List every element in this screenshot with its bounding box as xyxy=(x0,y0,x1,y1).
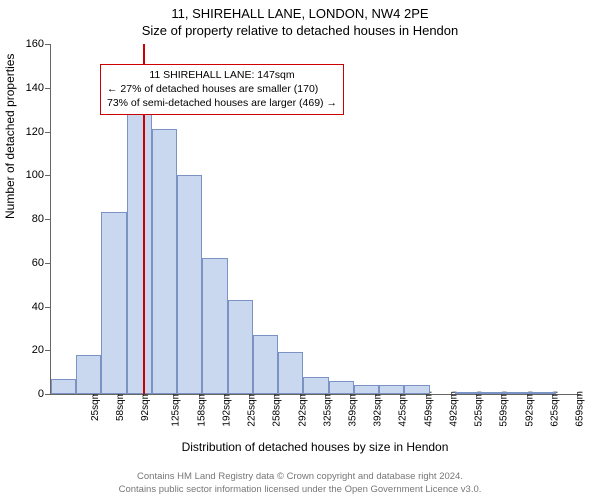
x-tick-label: 292sqm xyxy=(297,391,308,427)
y-tick-label: 40 xyxy=(14,301,44,313)
x-tick-label: 25sqm xyxy=(90,391,101,421)
histogram-bar xyxy=(531,392,556,394)
histogram-bar xyxy=(354,385,379,394)
x-tick-label: 592sqm xyxy=(524,391,535,427)
footer-line2: Contains public sector information licen… xyxy=(0,484,600,496)
histogram-bar xyxy=(404,385,429,394)
histogram-bar xyxy=(455,392,480,394)
y-tick-label: 160 xyxy=(14,38,44,50)
histogram-bar xyxy=(177,175,202,394)
x-tick-label: 625sqm xyxy=(549,391,560,427)
y-tick-label: 80 xyxy=(14,213,44,225)
y-tick xyxy=(45,350,51,351)
chart-title-line2: Size of property relative to detached ho… xyxy=(0,21,600,38)
x-tick-label: 225sqm xyxy=(247,391,258,427)
histogram-bar xyxy=(329,381,354,394)
y-tick-label: 100 xyxy=(14,169,44,181)
y-tick-label: 60 xyxy=(14,257,44,269)
x-tick-label: 659sqm xyxy=(575,391,586,427)
x-tick-label: 559sqm xyxy=(499,391,510,427)
chart-area: Number of detached properties 25sqm58sqm… xyxy=(50,44,580,394)
histogram-bar xyxy=(379,385,404,394)
histogram-bar xyxy=(51,379,76,394)
annotation-line2: ← 27% of detached houses are smaller (17… xyxy=(107,82,337,96)
y-tick xyxy=(45,175,51,176)
x-tick-label: 459sqm xyxy=(423,391,434,427)
x-tick-label: 525sqm xyxy=(474,391,485,427)
histogram-bar xyxy=(101,212,126,394)
histogram-bar xyxy=(505,392,530,394)
footer: Contains HM Land Registry data © Crown c… xyxy=(0,471,600,496)
y-tick xyxy=(45,88,51,89)
y-tick xyxy=(45,44,51,45)
x-tick-label: 192sqm xyxy=(221,391,232,427)
x-tick-label: 258sqm xyxy=(272,391,283,427)
histogram-bar xyxy=(228,300,253,394)
y-tick xyxy=(45,263,51,264)
footer-line1: Contains HM Land Registry data © Crown c… xyxy=(0,471,600,483)
annotation-box: 11 SHIREHALL LANE: 147sqm ← 27% of detac… xyxy=(100,64,344,115)
annotation-line3: 73% of semi-detached houses are larger (… xyxy=(107,96,337,110)
x-tick-label: 158sqm xyxy=(196,391,207,427)
y-tick xyxy=(45,394,51,395)
y-tick-label: 140 xyxy=(14,82,44,94)
y-tick-label: 0 xyxy=(14,388,44,400)
x-tick-label: 492sqm xyxy=(449,391,460,427)
y-tick-label: 20 xyxy=(14,344,44,356)
x-tick-label: 325sqm xyxy=(322,391,333,427)
y-tick-label: 120 xyxy=(14,126,44,138)
histogram-bar xyxy=(127,92,152,394)
x-tick-label: 392sqm xyxy=(373,391,384,427)
y-tick xyxy=(45,307,51,308)
histogram-bar xyxy=(152,129,177,394)
chart-container: 11, SHIREHALL LANE, LONDON, NW4 2PE Size… xyxy=(0,0,600,500)
x-tick-label: 92sqm xyxy=(140,391,151,421)
histogram-bar xyxy=(202,258,227,394)
histogram-bar xyxy=(480,392,505,394)
x-tick-label: 359sqm xyxy=(348,391,359,427)
x-tick-label: 425sqm xyxy=(398,391,409,427)
annotation-line1: 11 SHIREHALL LANE: 147sqm xyxy=(107,68,337,82)
histogram-bar xyxy=(253,335,278,394)
histogram-bar xyxy=(303,377,328,395)
x-tick-label: 58sqm xyxy=(115,391,126,421)
x-axis-label: Distribution of detached houses by size … xyxy=(50,440,580,454)
y-tick xyxy=(45,219,51,220)
x-tick-label: 125sqm xyxy=(171,391,182,427)
chart-title-line1: 11, SHIREHALL LANE, LONDON, NW4 2PE xyxy=(0,0,600,21)
histogram-bar xyxy=(76,355,101,394)
y-tick xyxy=(45,132,51,133)
histogram-bar xyxy=(278,352,303,394)
